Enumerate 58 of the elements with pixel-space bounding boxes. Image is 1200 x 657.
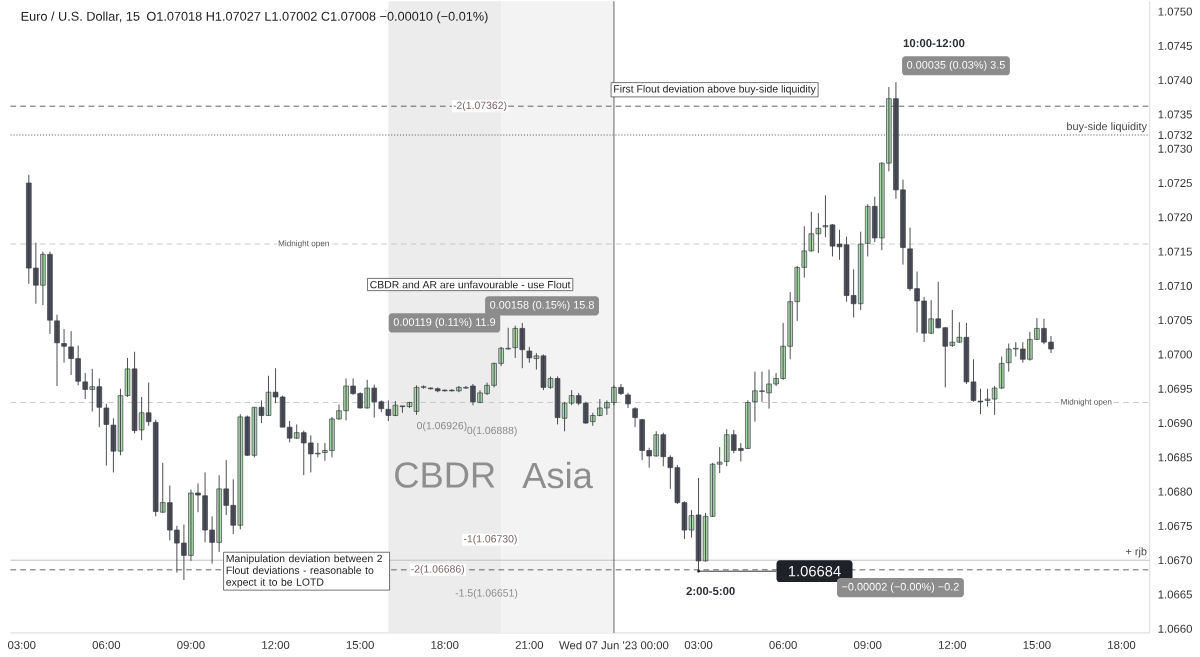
x-tick-label: 12:00: [938, 640, 967, 650]
y-tick-label: 1.0730: [1158, 144, 1192, 153]
x-tick-label: 18:00: [1108, 640, 1136, 650]
x-tick-label: 06:00: [769, 640, 797, 650]
annotation: 0(1.06888): [467, 426, 517, 437]
y-tick-label: 1.0680: [1158, 487, 1192, 496]
annotation: 0.00035 (0.03%) 3.5: [907, 60, 1005, 71]
ref-line-label: + rjb: [1126, 547, 1147, 558]
x-tick-label: Wed 07 Jun '23 00:00: [559, 641, 669, 650]
x-tick-label: 18:00: [431, 640, 459, 650]
y-tick-label: 1.0735: [1158, 110, 1192, 119]
x-tick-label: 09:00: [853, 640, 882, 650]
x-tick-label: 15:00: [1023, 640, 1051, 650]
y-tick-label: 1.0705: [1158, 316, 1192, 325]
annotation: −0.00002 (−0.00%) −0.2: [842, 582, 959, 593]
band-label: Asia: [522, 461, 593, 489]
y-tick-label: 1.0700: [1158, 350, 1192, 359]
y-tick-label: 1.0665: [1158, 590, 1192, 599]
annotation: -2(1.07362): [453, 101, 507, 112]
x-tick-label: 09:00: [177, 640, 205, 650]
x-tick-label: 21:00: [515, 640, 544, 650]
y-tick-label: 1.0715: [1158, 247, 1192, 256]
text: Euro / U.S. Dollar, 15: [21, 11, 140, 23]
y-tick-label: 1.0675: [1158, 521, 1192, 531]
annotation: CBDR and AR are unfavourable - use Flout: [370, 280, 571, 289]
x-tick-label: 03:00: [7, 640, 36, 650]
x-tick-label: 12:00: [262, 640, 290, 650]
y-tick-label: 1.0750: [1158, 7, 1192, 16]
x-tick-label: 06:00: [92, 640, 121, 650]
x-tick-label: 15:00: [346, 640, 374, 650]
annotation: Midnight open: [278, 240, 329, 248]
text: O1.07018 H1.07027 L1.07002 C1.07008 −0.00010 (−0.01%): [146, 11, 488, 24]
y-tick-label: 1.0710: [1158, 281, 1192, 290]
annotation: 0(1.06926): [417, 421, 467, 432]
annotation: 0.00158 (0.15%) 15.8: [490, 300, 594, 311]
band-label: CBDR: [395, 462, 495, 488]
annotation: -1(1.06730): [463, 534, 517, 545]
annotation: -2(1.06686): [411, 565, 465, 575]
y-tick-label: 1.0745: [1158, 41, 1192, 50]
annotation: 2:00-5:00: [686, 587, 735, 596]
annotation: 1.06684: [788, 566, 841, 577]
y-tick-label: 1.0660: [1158, 624, 1192, 633]
annotation: 0.00119 (0.11%) 11.9: [393, 317, 496, 329]
y-tick-label: 1.0670: [1158, 556, 1192, 565]
x-tick-label: 03:00: [684, 640, 713, 650]
annotation: Midnight open: [1061, 398, 1112, 407]
ref-line-label: buy-side liquidity: [1067, 122, 1147, 133]
y-tick-label: 1.0740: [1158, 76, 1192, 85]
annotation: Manipulation deviation between 2 Flout deviations - reasonable to expect it to be LOTD: [226, 554, 382, 588]
y-tick-label: 1.0720: [1158, 213, 1192, 222]
annotation: 10:00-12:00: [903, 39, 965, 48]
y-tick-label: 1.0695: [1158, 384, 1192, 393]
annotation: -1.5(1.06651): [455, 589, 518, 599]
annotation: First Flout deviation above buy-side liquidity: [614, 84, 816, 95]
y-tick-label: 1.0732: [1158, 131, 1192, 140]
y-tick-label: 1.0725: [1158, 179, 1192, 188]
y-tick-label: 1.0685: [1158, 453, 1192, 462]
y-tick-label: 1.0690: [1158, 419, 1192, 428]
